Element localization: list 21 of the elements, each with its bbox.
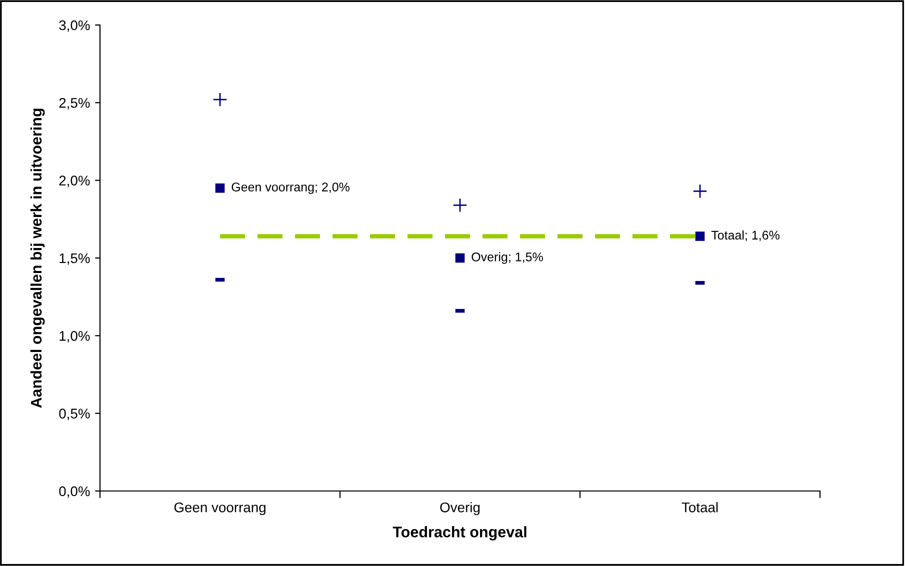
x-axis-title: Toedracht ongeval — [392, 526, 526, 540]
y-tick-label: 0,5% — [59, 408, 90, 420]
data-label: Totaal; 1,6% — [711, 230, 780, 242]
y-tick-label: 1,0% — [60, 331, 90, 342]
point — [455, 253, 465, 263]
data-label: Overig; 1,5% — [472, 252, 543, 264]
y-axis-title: Aandeel ongevallen bij werk in uitvoering — [30, 108, 45, 408]
data-label: Geen voorrang; 2,0% — [232, 182, 350, 194]
y-tick-label: 0,0% — [59, 486, 90, 498]
point — [215, 183, 225, 193]
point — [452, 198, 468, 212]
point — [695, 232, 705, 241]
y-tick-label: 2,0% — [59, 176, 90, 188]
y-tick-label: 2,5% — [59, 98, 90, 110]
point — [692, 184, 708, 198]
x-tick-label: Geen voorrang — [174, 502, 266, 516]
y-tick-label: 3,0% — [59, 20, 90, 32]
point — [212, 92, 228, 107]
y-tick-label: 1,5% — [60, 253, 90, 265]
x-tick-label: Overig — [440, 502, 480, 516]
x-tick-label: Totaal — [682, 502, 718, 512]
